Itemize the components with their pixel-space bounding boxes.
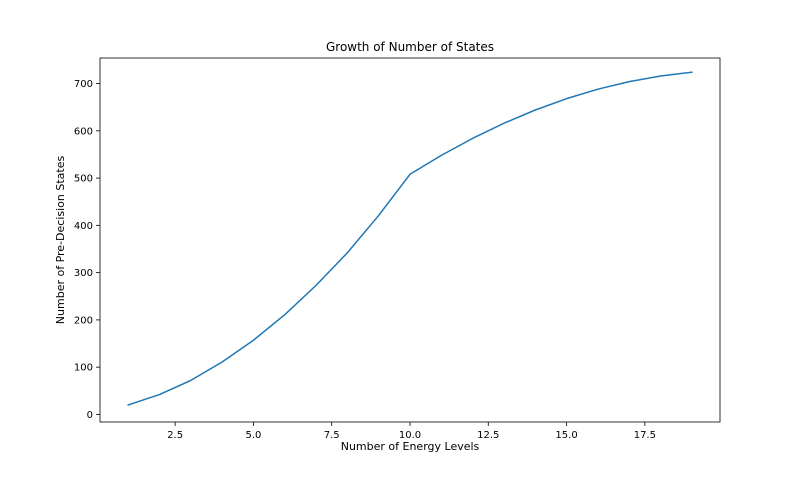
y-tick-label: 0: [87, 410, 93, 421]
axes-frame: [99, 57, 721, 423]
plot-area: [127, 71, 693, 406]
x-tick-label: 17.5: [634, 430, 656, 441]
y-axis-title: Number of Pre-Decision States: [54, 156, 67, 325]
x-tick-label: 7.5: [324, 430, 340, 441]
y-tick-label: 500: [74, 174, 93, 185]
x-tick-label: 5.0: [245, 430, 261, 441]
chart-title: Growth of Number of States: [326, 40, 494, 54]
y-tick-label: 600: [74, 126, 93, 137]
y-tick-label: 400: [74, 221, 93, 232]
x-tick-label: 15.0: [555, 430, 577, 441]
x-axis-ticks: 2.5 5.0 7.5 10.0 12.5 15.0 17.5: [167, 422, 656, 441]
x-axis-title: Number of Energy Levels: [341, 440, 480, 453]
y-tick-label: 300: [74, 268, 93, 279]
series-line-1: [127, 71, 693, 406]
x-tick-label: 10.0: [399, 430, 421, 441]
y-tick-label: 700: [74, 79, 93, 90]
y-tick-label: 100: [74, 363, 93, 374]
y-axis-ticks: 0 100 200 300 400 500 600 700: [74, 79, 100, 421]
x-tick-label: 12.5: [477, 430, 499, 441]
y-tick-label: 200: [74, 315, 93, 326]
x-tick-label: 2.5: [167, 430, 183, 441]
